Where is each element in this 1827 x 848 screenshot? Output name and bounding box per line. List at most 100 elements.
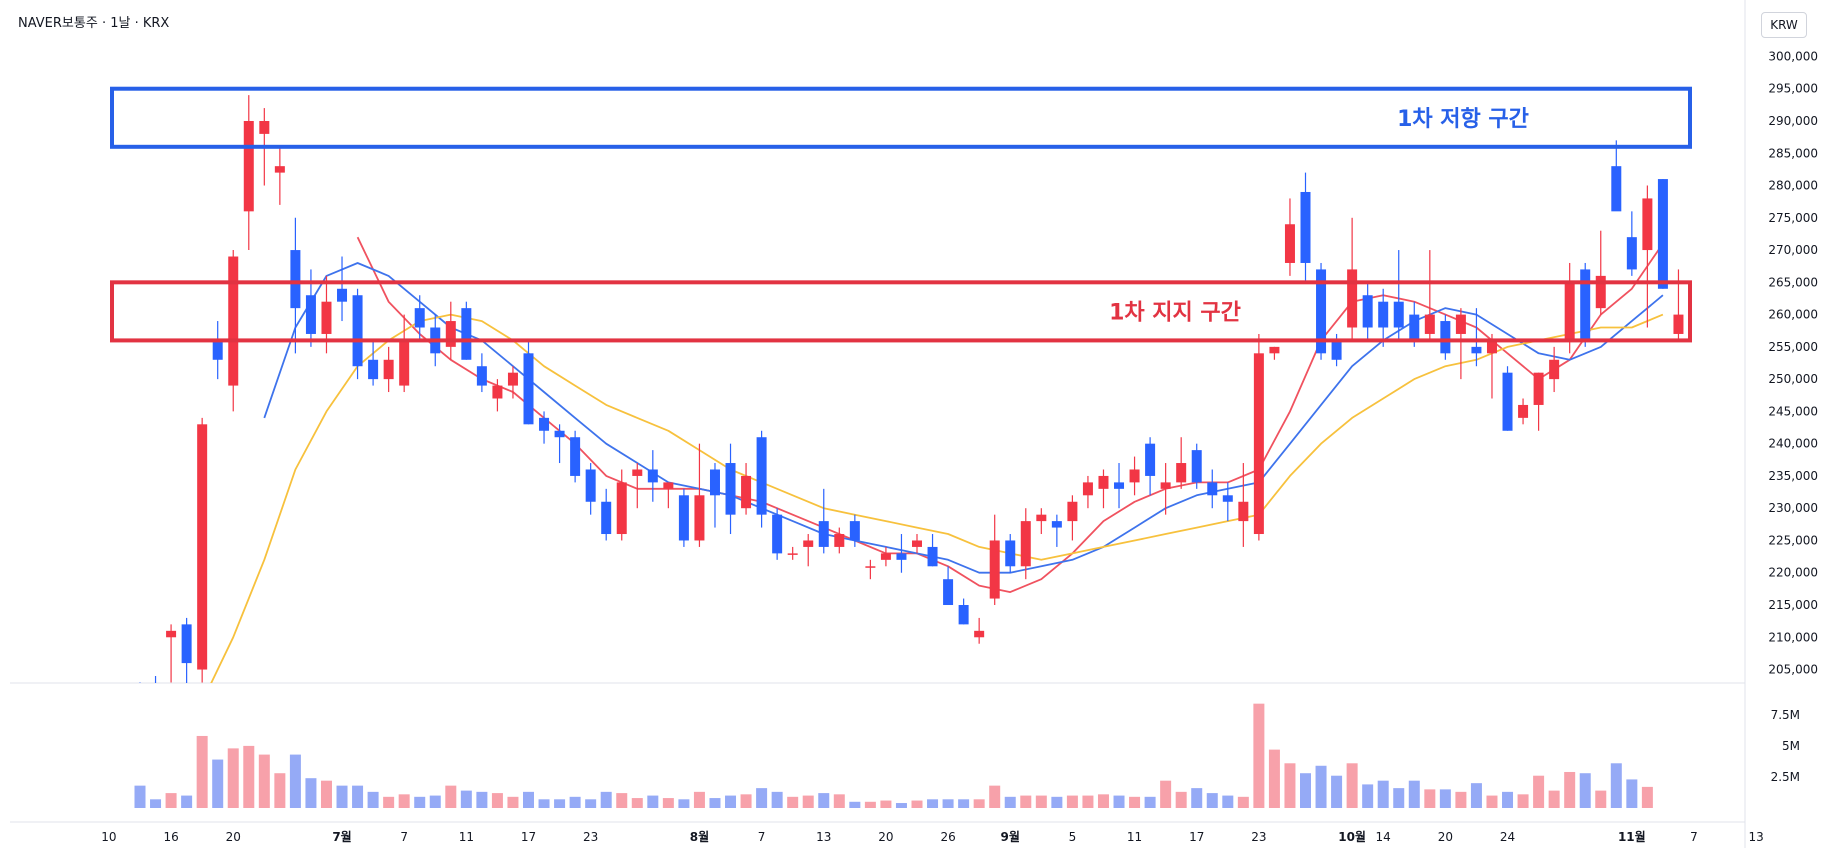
volume-bar [1362,784,1374,808]
candle-body [383,359,394,380]
volume-bar [631,798,643,808]
candle-body [1595,275,1606,309]
x-tick-label: 20 [1438,830,1453,844]
candle-body [663,482,674,489]
volume-bar [1129,796,1141,808]
candle-body [1455,314,1466,334]
volume-bar [181,795,193,808]
candle-body [337,288,348,302]
y-tick-label: 300,000 [1768,49,1818,63]
candle-body [725,463,736,515]
y-tick-label: 225,000 [1768,533,1818,547]
x-tick-label: 13 [1749,830,1764,844]
volume-bar [491,793,503,808]
volume-bar [476,791,488,808]
x-tick-label: 16 [163,830,178,844]
volume-bar [1346,763,1358,808]
volume-bar [1097,794,1109,808]
volume-bar [693,791,705,808]
volume-bar [429,795,441,808]
volume-tick-label: 7.5M [1771,708,1800,722]
volume-bar [445,785,457,808]
candle-body [741,475,752,509]
candle-body [305,295,316,334]
volume-bar [1284,763,1296,808]
volume-bar [740,794,752,808]
volume-bar [1144,796,1156,808]
x-tick-label: 5 [1069,830,1077,844]
candle-body [1020,521,1031,567]
volume-bar [1486,795,1498,808]
volume-bar [600,791,612,808]
moving-average-lines [210,236,1664,683]
candle-body [1486,340,1497,354]
candle-body [694,495,705,541]
candle-body [772,514,783,554]
candle-body [1114,482,1125,489]
volume-bar [1393,788,1405,808]
volume-bar [927,799,939,808]
candle-body [445,321,456,347]
x-tick-label: 11월 [1618,829,1646,844]
volume-bar [756,788,768,808]
candle-body [1362,295,1373,328]
candle-body [1253,353,1264,535]
candle-body [399,340,410,386]
y-tick-label: 260,000 [1768,308,1818,322]
axes: 300,000 295,000 290,000 285,000 280,000 275,0… [101,49,1818,844]
x-tick-label: 23 [1251,830,1266,844]
candle-body [1611,166,1622,212]
volume-bar [569,796,581,808]
volume-bar [1191,788,1203,808]
candle-body [1098,475,1109,489]
candle-body [414,308,425,328]
candle-body [570,437,581,476]
volume-bar [1315,765,1327,808]
y-tick-label: 240,000 [1768,437,1818,451]
candle-body [539,417,550,431]
candle-body [1331,340,1342,360]
volume-bar [802,795,814,808]
candle-body [554,430,565,438]
volume-bar [212,759,224,808]
candle-body [1549,359,1560,380]
volume-bar [880,800,892,808]
candle-body [228,256,239,386]
volume-bar [725,795,737,808]
ma10-line [263,262,1664,574]
volume-bar [818,793,830,808]
candle-body [849,521,860,541]
volume-bar [1082,795,1094,808]
candle-body [943,579,954,606]
support-zone [110,280,1692,343]
volume-bar [258,754,270,808]
y-tick-label: 250,000 [1768,372,1818,386]
volume-bar [554,799,566,808]
resistance-zone-label: 1차 저항 구간 [1397,107,1529,132]
candle-body [1424,314,1435,334]
candle-body [492,385,503,399]
volume-bar [1579,773,1591,808]
symbol-label: NAVER보통주 · 1날 · KRX [18,16,170,31]
x-tick-label: 14 [1376,830,1391,844]
volume-tick-label: 2.5M [1771,770,1800,784]
candle-body [1580,269,1591,341]
currency-badge[interactable]: KRW [1761,12,1807,38]
volume-bar [1517,794,1529,808]
volume-bar [1470,783,1482,808]
y-tick-label: 290,000 [1768,114,1818,128]
candle-body [1160,482,1171,489]
y-tick-label: 230,000 [1768,501,1818,515]
grid [10,0,1746,848]
volume-bar [1564,771,1576,808]
candle-body [834,534,845,547]
x-tick-label: 17 [1189,830,1204,844]
volume-bar [1253,703,1265,808]
candle-body [1036,514,1047,522]
candle-body [865,566,876,568]
volume-bar [460,790,472,808]
y-tick-label: 205,000 [1768,663,1818,677]
candle-body [927,546,938,567]
x-tick-label: 7 [1690,830,1698,844]
